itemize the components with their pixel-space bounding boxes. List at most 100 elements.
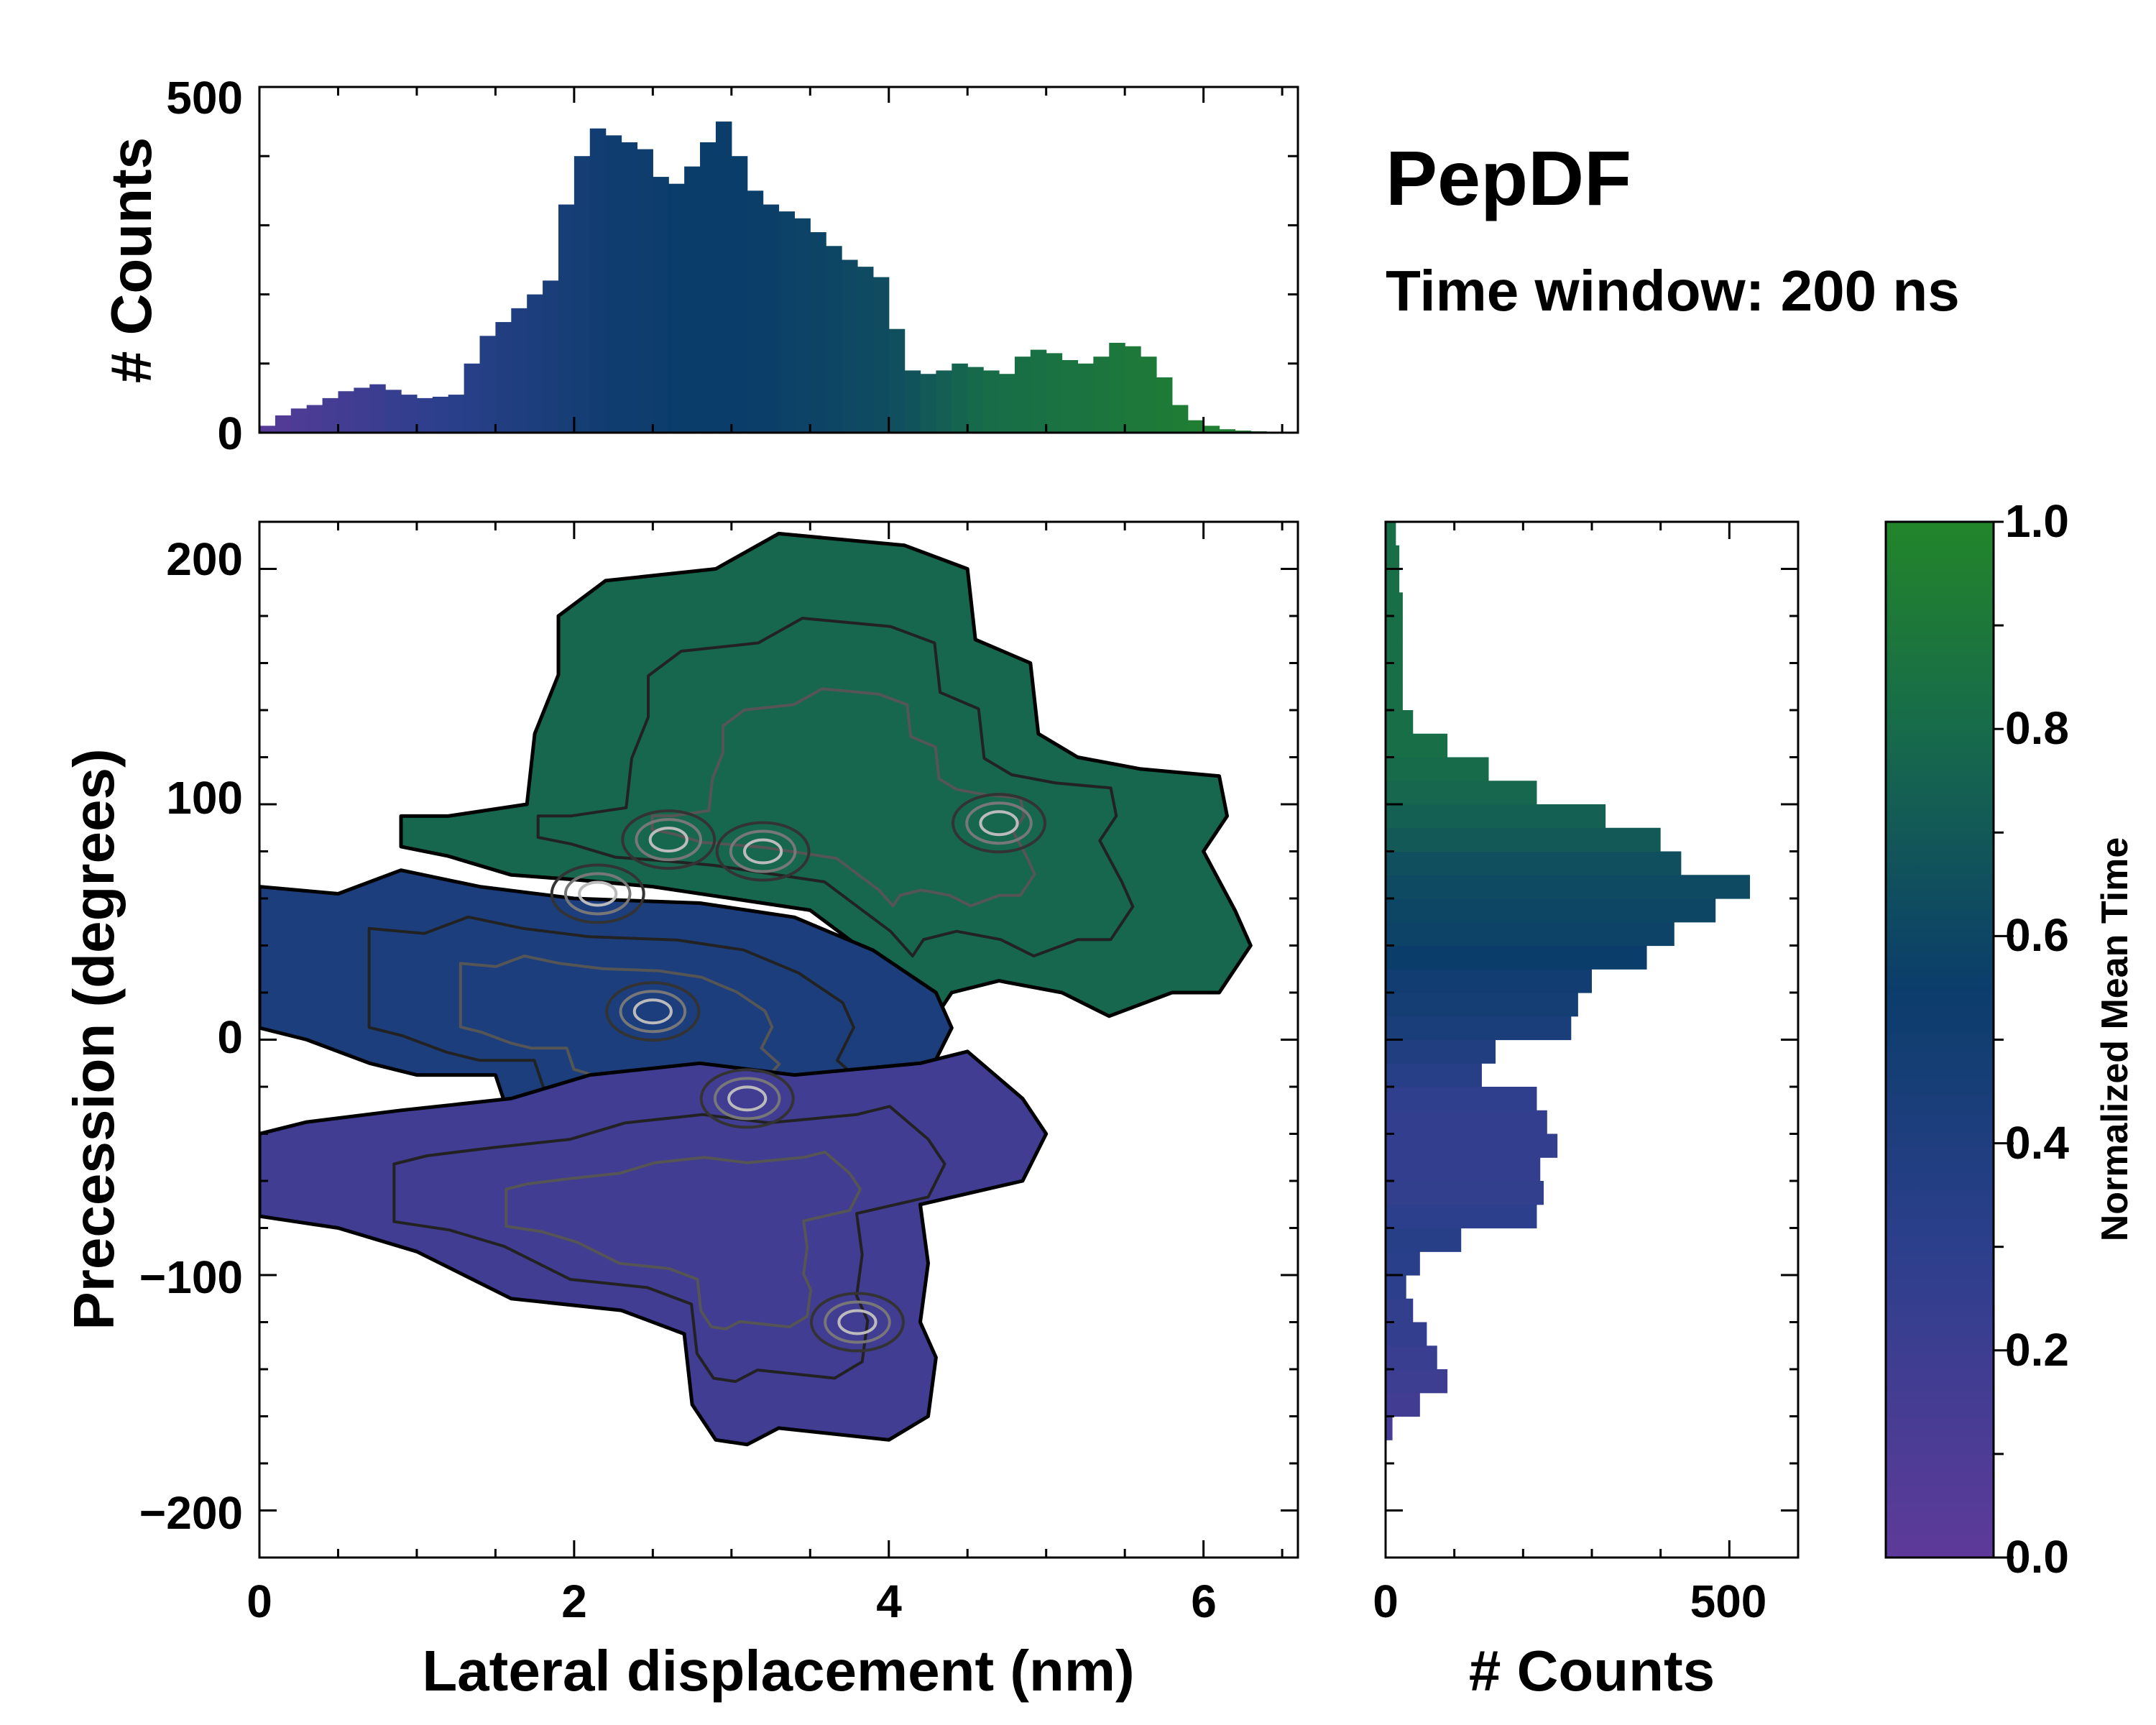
- top-histogram-bar: [1077, 363, 1094, 433]
- top-histogram-bar: [700, 142, 717, 433]
- top-histogram-bar: [826, 246, 842, 433]
- right-histogram-bar: [1386, 522, 1396, 546]
- top-histogram-bar: [385, 390, 402, 433]
- right-histogram-bar: [1386, 851, 1682, 875]
- top-histogram-bar: [1061, 359, 1079, 433]
- main-xtick-4: 4: [876, 1576, 902, 1627]
- top-histogram-bar: [511, 308, 528, 433]
- right-histogram-bar: [1386, 1016, 1572, 1041]
- right-histogram-xlabel: # Counts: [1469, 1639, 1715, 1703]
- density-hotspot-contour: [837, 1309, 877, 1335]
- colorbar-tick-2: 0.4: [2005, 1117, 2069, 1169]
- main-ytick-m200: −200: [139, 1487, 243, 1539]
- colorbar-tick-5: 1.0: [2005, 495, 2069, 547]
- top-histogram-bar: [684, 166, 701, 433]
- top-histogram-bar: [275, 415, 292, 433]
- colorbar-ticks: [1994, 520, 2014, 1559]
- top-histogram-bar: [920, 374, 937, 433]
- top-histogram-bar: [464, 363, 481, 433]
- top-histogram-bar: [1187, 420, 1204, 433]
- top-ytick-500: 500: [166, 72, 243, 124]
- right-histogram-bar: [1386, 1063, 1482, 1087]
- top-histogram-bar: [952, 363, 968, 433]
- top-histogram-bar: [259, 426, 276, 433]
- top-histogram-bar: [653, 177, 669, 433]
- right-histogram-bar: [1386, 663, 1403, 687]
- right-histogram-bar: [1386, 1181, 1544, 1205]
- right-histogram-bar: [1386, 1416, 1393, 1440]
- colorbar-tick-1: 0.2: [2005, 1324, 2069, 1376]
- top-histogram-bar: [731, 156, 748, 433]
- top-histogram-bar: [936, 370, 952, 433]
- right-histogram-bar: [1386, 1087, 1537, 1111]
- right-histogram-bar: [1386, 875, 1751, 899]
- right-histogram-bar: [1386, 1369, 1448, 1394]
- top-histogram-bar: [338, 391, 354, 433]
- right-histogram-bar: [1386, 616, 1403, 640]
- right-histogram-bar: [1386, 1204, 1537, 1229]
- density-contour: [505, 1150, 862, 1330]
- top-histogram-bar: [322, 397, 339, 433]
- right-histogram-bar: [1386, 898, 1716, 923]
- density-hotspots: [550, 793, 1047, 1353]
- right-histogram-bar: [1386, 686, 1403, 711]
- main-ylabel: Precession (degrees): [62, 748, 126, 1330]
- right-histogram-bar: [1386, 921, 1674, 947]
- density-contour: [392, 1105, 946, 1384]
- density-hotspot-contour: [699, 1068, 795, 1129]
- right-histogram-bar: [1386, 1157, 1541, 1182]
- top-histogram-bar: [1030, 349, 1047, 433]
- density-hotspot-contour: [550, 863, 645, 924]
- density-region-lower-lobe: [259, 1049, 1049, 1447]
- top-histogram-bar: [1141, 356, 1157, 433]
- right-histogram-bars: [1386, 522, 1751, 1440]
- colorbar-tick-0: 0.0: [2005, 1531, 2069, 1583]
- top-histogram-bar: [605, 135, 622, 433]
- main-density-panel: 0 2 4 6 −200 −100 0 100 200 Lateral disp…: [62, 520, 1299, 1703]
- density-hotspot-contour: [605, 981, 701, 1042]
- right-histogram-bar: [1386, 969, 1592, 993]
- density-hotspot-contour: [619, 990, 687, 1034]
- density-hotspot-contour: [727, 1085, 768, 1112]
- right-histogram-bar: [1386, 710, 1414, 735]
- density-contour: [536, 617, 1135, 958]
- figure-title: PepDF: [1386, 134, 1631, 221]
- top-histogram-bar: [888, 328, 906, 433]
- top-histogram-bar: [354, 387, 370, 433]
- density-hotspot-contour: [632, 998, 673, 1025]
- colorbar: 0.0 0.2 0.4 0.6 0.8 1.0 Normalized Mean …: [1884, 495, 2136, 1583]
- right-histogram-bar: [1386, 1322, 1427, 1346]
- top-histogram-bars: [258, 86, 1298, 434]
- main-xtick-2: 2: [561, 1576, 587, 1627]
- top-histogram-bar: [1125, 346, 1141, 433]
- top-histogram-bar: [1219, 429, 1236, 433]
- density-hotspot-contour: [743, 838, 783, 865]
- right-histogram-bar: [1386, 1392, 1420, 1417]
- top-histogram-bar: [527, 294, 543, 433]
- right-histogram-bar: [1386, 1346, 1437, 1370]
- top-histogram-bar: [857, 267, 874, 433]
- right-ticks: [1384, 522, 1800, 1558]
- density-hotspot-contour: [952, 793, 1047, 854]
- top-histogram-bar: [715, 121, 732, 433]
- top-histogram-bar: [983, 370, 1000, 433]
- top-histogram-bar: [401, 395, 418, 433]
- right-histogram-panel: 0 500 # Counts: [1373, 520, 1800, 1703]
- density-hotspot-contour: [648, 827, 688, 853]
- right-histogram-bar: [1386, 592, 1403, 617]
- density-hotspot-contour: [729, 829, 797, 873]
- density-hotspot-contour: [715, 821, 811, 882]
- right-histogram-bar: [1386, 1228, 1462, 1252]
- top-histogram-bar: [999, 374, 1015, 433]
- density-regions: [259, 531, 1253, 1447]
- top-histogram-bar: [1171, 405, 1189, 433]
- top-histogram-bar: [904, 370, 921, 433]
- top-histogram-bar: [1014, 356, 1031, 433]
- top-histogram-bar: [872, 277, 890, 433]
- top-histogram-bar: [543, 280, 559, 433]
- top-histogram-panel: 0 500 # Counts: [99, 72, 1299, 459]
- top-histogram-bar: [747, 190, 764, 433]
- top-histogram-bar: [842, 259, 858, 433]
- colorbar-gradient: [1884, 520, 1995, 1559]
